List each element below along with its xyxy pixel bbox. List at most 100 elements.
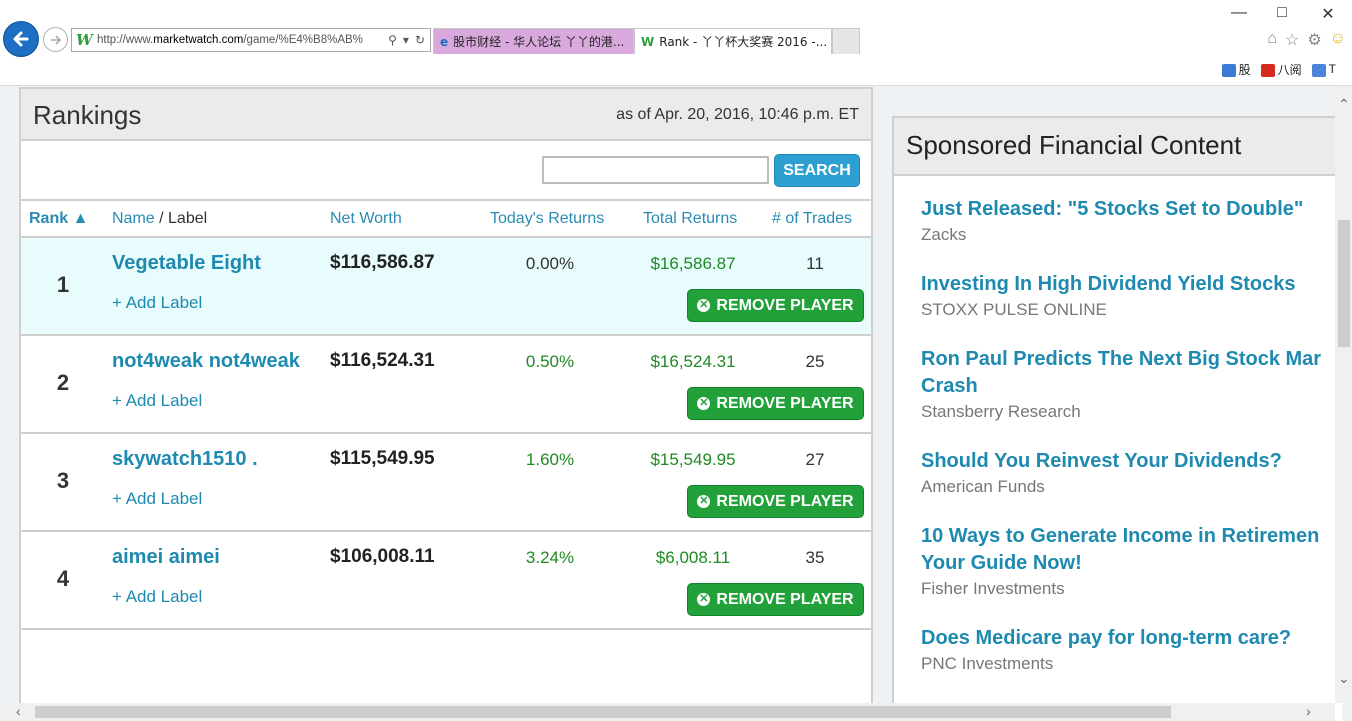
remove-circle-icon: ✕	[697, 299, 711, 312]
sponsored-source: Stansberry Research	[921, 402, 1081, 421]
minimize-button[interactable]: —	[1231, 4, 1247, 21]
fav-item-1[interactable]: 股	[1221, 61, 1251, 78]
total-return-value: $6,008.11	[655, 548, 731, 567]
remove-player-button[interactable]: ✕ REMOVE PLAYER	[687, 387, 864, 420]
sponsored-link[interactable]: Just Released: "5 Stocks Set to Double"	[921, 198, 1304, 220]
sponsored-title: Sponsored Financial Content	[906, 130, 1242, 160]
scroll-left-icon[interactable]: ‹	[16, 703, 21, 719]
player-name-link[interactable]: Vegetable Eight	[112, 252, 261, 274]
rank-column-header[interactable]: Rank ▲	[29, 210, 89, 227]
remove-circle-icon: ✕	[697, 397, 711, 410]
net-worth-value: $116,586.87	[330, 252, 435, 273]
trades-value: 25	[805, 352, 825, 371]
label-column-header: / Label	[154, 210, 208, 227]
forward-arrow-icon	[50, 34, 61, 45]
table-row: 1 Vegetable Eight + Add Label $116,586.8…	[21, 238, 871, 336]
rank-value: 2	[56, 370, 70, 395]
trades-column-header[interactable]: # of Trades	[772, 210, 853, 227]
fav-item-2[interactable]: 八阅	[1260, 61, 1302, 78]
sponsored-item[interactable]: Should You Reinvest Your Dividends? Amer…	[921, 448, 1341, 499]
sponsored-source: Zacks	[921, 225, 967, 244]
sponsored-link-continued[interactable]: Crash	[921, 375, 978, 397]
todays-returns-column-header[interactable]: Today's Returns	[490, 210, 605, 227]
scroll-right-icon[interactable]: ›	[1306, 703, 1311, 719]
rankings-panel: Rankings as of Apr. 20, 2016, 10:46 p.m.…	[19, 87, 873, 721]
remove-player-button[interactable]: ✕ REMOVE PLAYER	[687, 485, 864, 518]
total-return-value: $16,524.31	[650, 352, 736, 371]
url-text[interactable]: http://www.marketwatch.com/game/%E4%B8%A…	[97, 34, 363, 46]
sponsored-header: Sponsored Financial Content	[894, 118, 1342, 176]
remove-player-button[interactable]: ✕ REMOVE PLAYER	[687, 289, 864, 322]
sponsored-link[interactable]: Investing In High Dividend Yield Stocks	[921, 273, 1296, 295]
trades-value: 11	[806, 254, 824, 273]
tab-rank[interactable]: W Rank - 丫丫杯大奖赛 2016 -... ✕	[634, 28, 832, 54]
rankings-header: Rankings as of Apr. 20, 2016, 10:46 p.m.…	[21, 89, 871, 141]
horizontal-scroll-thumb[interactable]	[35, 706, 1171, 718]
rank-value: 1	[56, 272, 70, 297]
sponsored-link[interactable]: Ron Paul Predicts The Next Big Stock Mar	[921, 348, 1322, 370]
sort-asc-icon: ▲	[72, 210, 89, 227]
net-worth-value: $116,524.31	[330, 350, 435, 371]
search-button[interactable]: SEARCH	[774, 154, 860, 187]
total-return-value: $16,586.87	[650, 254, 736, 273]
player-name-link[interactable]: not4weak not4weak	[112, 350, 300, 372]
search-input[interactable]	[542, 156, 769, 184]
rankings-title: Rankings	[33, 100, 142, 130]
add-label-link[interactable]: + Add Label	[112, 293, 203, 312]
vertical-scrollbar[interactable]: ⌃ ⌄	[1335, 86, 1352, 703]
vertical-scroll-thumb[interactable]	[1338, 220, 1350, 347]
maximize-button[interactable]: □	[1277, 4, 1287, 21]
as-of-timestamp: as of Apr. 20, 2016, 10:46 p.m. ET	[616, 106, 859, 123]
table-row: 3 skywatch1510 . + Add Label $115,549.95…	[21, 434, 871, 532]
trades-value: 35	[805, 548, 825, 567]
sponsored-item[interactable]: Just Released: "5 Stocks Set to Double" …	[921, 196, 1341, 247]
marketwatch-icon: W	[641, 34, 655, 49]
todays-return-value: 0.50%	[525, 352, 575, 371]
table-row: 4 aimei aimei + Add Label $106,008.11 3.…	[21, 532, 871, 630]
total-returns-column-header[interactable]: Total Returns	[643, 210, 738, 227]
address-bar[interactable]: W http://www.marketwatch.com/game/%E4%B8…	[71, 28, 431, 52]
translate-icon	[1311, 63, 1326, 77]
add-label-link[interactable]: + Add Label	[112, 489, 203, 508]
ie-icon: e	[440, 34, 449, 49]
net-worth-value: $115,549.95	[330, 448, 435, 469]
dropdown-icon[interactable]: ▾	[402, 33, 409, 47]
sponsored-link-continued[interactable]: Your Guide Now!	[921, 552, 1082, 574]
player-name-link[interactable]: aimei aimei	[112, 546, 220, 568]
home-icon[interactable]: ⌂	[1267, 30, 1277, 47]
todays-return-value: 3.24%	[525, 548, 575, 567]
sponsored-item[interactable]: 10 Ways to Generate Income in Retiremen …	[921, 523, 1341, 601]
refresh-icon[interactable]: ↻	[414, 33, 425, 47]
column-headers: Rank ▲ Name / Label Net Worth Today's Re…	[21, 201, 871, 238]
new-tab-button[interactable]	[832, 28, 860, 54]
close-window-button[interactable]: ✕	[1321, 6, 1335, 23]
gear-icon[interactable]: ⚙	[1307, 32, 1322, 49]
add-label-link[interactable]: + Add Label	[112, 391, 203, 410]
sponsored-item[interactable]: Does Medicare pay for long-term care? PN…	[921, 625, 1341, 676]
fav-item-3[interactable]: T	[1311, 62, 1336, 77]
favorites-bar: 股 八阅 T	[1221, 61, 1336, 78]
todays-return-value: 0.00%	[525, 254, 575, 273]
player-name-link[interactable]: skywatch1510 .	[112, 448, 258, 470]
add-label-link[interactable]: + Add Label	[112, 587, 203, 606]
tab-forum[interactable]: e 股市财经 - 华人论坛 丫丫的港...	[433, 28, 634, 54]
sponsored-link[interactable]: Does Medicare pay for long-term care?	[921, 627, 1292, 649]
scroll-up-icon[interactable]: ⌃	[1338, 96, 1350, 112]
net-worth-column-header[interactable]: Net Worth	[330, 210, 402, 227]
name-column-header[interactable]: Name / Label	[112, 210, 208, 227]
remove-player-button[interactable]: ✕ REMOVE PLAYER	[687, 583, 864, 616]
sponsored-link[interactable]: Should You Reinvest Your Dividends?	[921, 450, 1282, 472]
search-icon[interactable]: ⚲	[388, 33, 397, 47]
horizontal-scrollbar[interactable]: ‹ ›	[0, 703, 1335, 721]
remove-circle-icon: ✕	[697, 495, 711, 508]
sponsored-item[interactable]: Investing In High Dividend Yield Stocks …	[921, 271, 1341, 322]
sponsored-link[interactable]: 10 Ways to Generate Income in Retiremen	[921, 525, 1320, 547]
sponsored-item[interactable]: Ron Paul Predicts The Next Big Stock Mar…	[921, 346, 1341, 424]
smiley-icon[interactable]: ☺	[1329, 30, 1346, 47]
scroll-down-icon[interactable]: ⌄	[1338, 670, 1350, 686]
star-icon[interactable]: ☆	[1284, 32, 1300, 49]
sponsored-source: Fisher Investments	[921, 579, 1065, 598]
todays-return-value: 1.60%	[525, 450, 575, 469]
back-button[interactable]	[3, 21, 39, 57]
forward-button[interactable]	[43, 27, 68, 52]
